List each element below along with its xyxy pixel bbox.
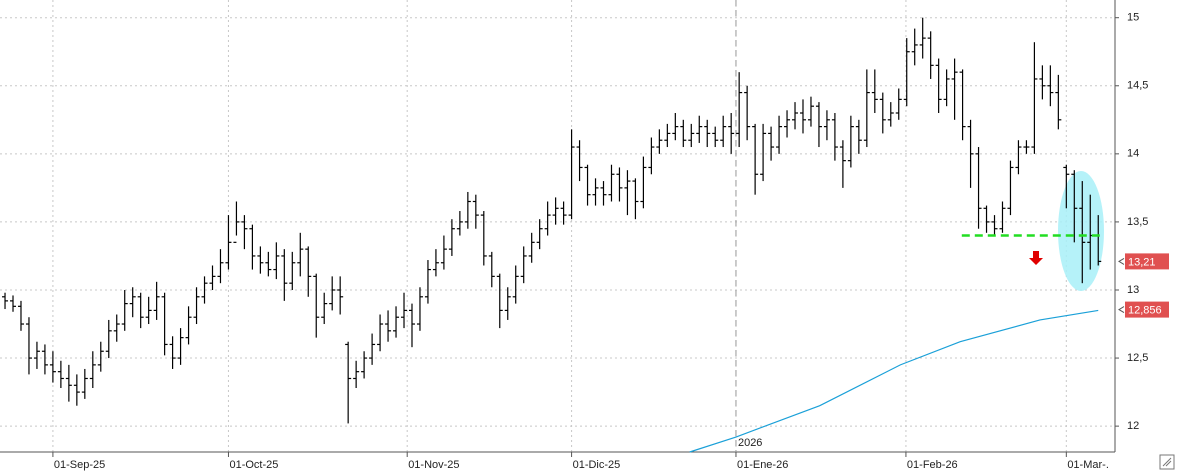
year-marker-label: 2026 <box>738 437 762 449</box>
y-tick-label: 14,5 <box>1127 80 1148 92</box>
highlight-ellipse <box>1058 171 1104 291</box>
x-tick-label: 01-Mar-. <box>1067 459 1109 471</box>
price-tag <box>1125 301 1169 318</box>
moving-average <box>689 309 1099 453</box>
price-tag <box>1125 253 1169 270</box>
y-tick-label: 13,5 <box>1127 216 1148 228</box>
x-tick-label: 01-Sep-25 <box>54 459 105 471</box>
y-tick-label: 12,5 <box>1127 352 1148 364</box>
price-tag-pointer <box>1118 257 1125 265</box>
x-tick-label: 01-Nov-25 <box>408 459 459 471</box>
y-tick-label: 15 <box>1127 12 1139 24</box>
y-tick-label: 14 <box>1127 148 1139 160</box>
x-tick-label: 01-Ene-26 <box>737 459 788 471</box>
x-tick-label: 01-Dic-25 <box>573 459 621 471</box>
icon-glyph <box>1162 457 1172 467</box>
down-arrow <box>1029 251 1043 265</box>
y-tick-label: 13 <box>1127 284 1139 296</box>
price-tag-label: 12,856 <box>1128 304 1162 316</box>
x-tick-label: 01-Feb-26 <box>907 459 958 471</box>
price-tag-pointer <box>1118 306 1125 314</box>
x-tick-label: 01-Oct-25 <box>229 459 278 471</box>
corner-icon <box>1159 454 1175 470</box>
price-tag-label: 13,21 <box>1128 256 1156 268</box>
y-tick-label: 12 <box>1127 420 1139 432</box>
